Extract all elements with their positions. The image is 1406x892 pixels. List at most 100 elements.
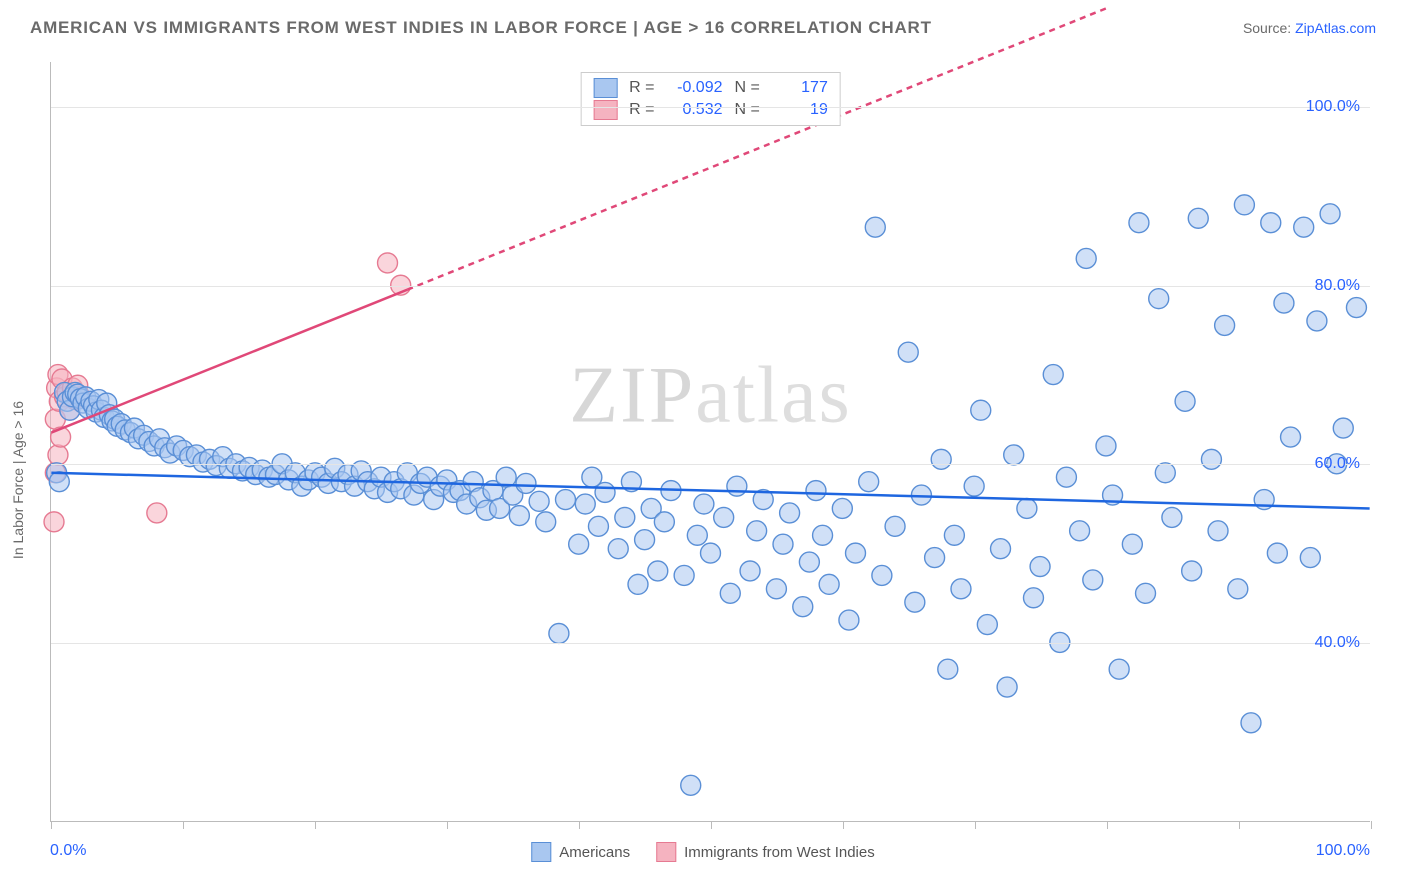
data-point: [1030, 557, 1050, 577]
data-point: [714, 507, 734, 527]
data-point: [1129, 213, 1149, 233]
chart-title: AMERICAN VS IMMIGRANTS FROM WEST INDIES …: [30, 18, 932, 38]
data-point: [799, 552, 819, 572]
y-axis-label: In Labor Force | Age > 16: [10, 401, 26, 559]
data-point: [681, 775, 701, 795]
data-point: [595, 482, 615, 502]
x-tick: [975, 821, 976, 829]
data-point: [1215, 315, 1235, 335]
data-point: [865, 217, 885, 237]
data-point: [1333, 418, 1353, 438]
data-point: [569, 534, 589, 554]
data-point: [1122, 534, 1142, 554]
plot-svg: [51, 62, 1370, 821]
data-point: [1083, 570, 1103, 590]
data-point: [1004, 445, 1024, 465]
data-point: [1346, 298, 1366, 318]
data-point: [516, 473, 536, 493]
data-point: [839, 610, 859, 630]
r-label: R =: [629, 79, 654, 97]
data-point: [997, 677, 1017, 697]
legend-swatch-pink: [593, 100, 617, 120]
series-legend: Americans Immigrants from West Indies: [531, 842, 874, 862]
data-point: [1307, 311, 1327, 331]
data-point: [1267, 543, 1287, 563]
data-point: [931, 449, 951, 469]
y-tick-label: 100.0%: [1306, 98, 1360, 116]
data-point: [635, 530, 655, 550]
source-prefix: Source:: [1243, 20, 1295, 36]
data-point: [727, 476, 747, 496]
data-point: [549, 623, 569, 643]
data-point: [971, 400, 991, 420]
data-point: [1155, 463, 1175, 483]
data-point: [898, 342, 918, 362]
data-point: [964, 476, 984, 496]
trend-line: [51, 290, 407, 433]
data-point: [747, 521, 767, 541]
data-point: [813, 525, 833, 545]
n-label: N =: [735, 79, 760, 97]
data-point: [575, 494, 595, 514]
plot-area: ZIPatlas R = -0.092 N = 177 R = 0.532 N …: [50, 62, 1370, 822]
x-axis-start-label: 0.0%: [50, 842, 86, 860]
n-value: 19: [772, 101, 828, 119]
legend-item-americans: Americans: [531, 842, 630, 862]
chart-header: AMERICAN VS IMMIGRANTS FROM WEST INDIES …: [0, 0, 1406, 52]
data-point: [1274, 293, 1294, 313]
data-point: [1076, 248, 1096, 268]
data-point: [608, 539, 628, 559]
data-point: [1281, 427, 1301, 447]
legend-label: Americans: [559, 844, 630, 861]
data-point: [1017, 498, 1037, 518]
data-point: [48, 445, 68, 465]
data-point: [1234, 195, 1254, 215]
x-tick: [447, 821, 448, 829]
legend-swatch-blue: [593, 78, 617, 98]
data-point: [1096, 436, 1116, 456]
x-tick: [711, 821, 712, 829]
y-tick-label: 60.0%: [1315, 455, 1360, 473]
data-point: [1182, 561, 1202, 581]
data-point: [654, 512, 674, 532]
data-point: [1023, 588, 1043, 608]
data-point: [147, 503, 167, 523]
data-point: [378, 253, 398, 273]
data-point: [615, 507, 635, 527]
data-point: [925, 548, 945, 568]
data-point: [556, 490, 576, 510]
data-point: [536, 512, 556, 532]
legend-item-immigrants: Immigrants from West Indies: [656, 842, 875, 862]
data-point: [766, 579, 786, 599]
data-point: [859, 472, 879, 492]
data-point: [509, 506, 529, 526]
legend-label: Immigrants from West Indies: [684, 844, 875, 861]
data-point: [44, 512, 64, 532]
data-point: [977, 615, 997, 635]
legend-swatch: [656, 842, 676, 862]
data-point: [1070, 521, 1090, 541]
x-axis-end-label: 100.0%: [1316, 842, 1370, 860]
data-point: [1228, 579, 1248, 599]
data-point: [701, 543, 721, 563]
data-point: [1241, 713, 1261, 733]
data-point: [1261, 213, 1281, 233]
gridline: [51, 643, 1370, 644]
data-point: [1294, 217, 1314, 237]
data-point: [885, 516, 905, 536]
data-point: [529, 491, 549, 511]
data-point: [991, 539, 1011, 559]
x-tick: [51, 821, 52, 829]
data-point: [1136, 583, 1156, 603]
source-link[interactable]: ZipAtlas.com: [1295, 20, 1376, 36]
gridline: [51, 286, 1370, 287]
data-point: [648, 561, 668, 581]
data-point: [1109, 659, 1129, 679]
data-point: [687, 525, 707, 545]
data-point: [628, 574, 648, 594]
data-point: [1188, 208, 1208, 228]
source-attribution: Source: ZipAtlas.com: [1243, 20, 1376, 36]
data-point: [773, 534, 793, 554]
data-point: [674, 565, 694, 585]
n-value: 177: [772, 79, 828, 97]
